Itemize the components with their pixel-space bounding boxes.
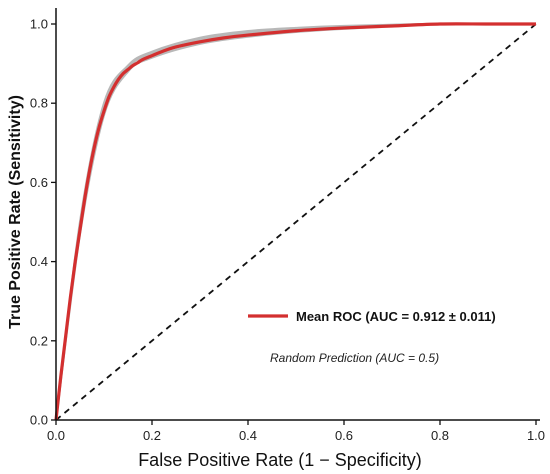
y-tick-label: 0.8 — [30, 96, 48, 111]
legend-label-mean-roc: Mean ROC (AUC = 0.912 ± 0.011) — [296, 309, 496, 324]
x-tick-label: 0.2 — [143, 428, 161, 443]
y-tick-label: 0.4 — [30, 254, 48, 269]
y-axis-title: True Positive Rate (Sensitivity) — [7, 95, 24, 329]
y-tick-label: 0.2 — [30, 333, 48, 348]
x-tick-label: 0.0 — [47, 428, 65, 443]
y-tick-label: 0.0 — [30, 413, 48, 428]
legend: Mean ROC (AUC = 0.912 ± 0.011) — [248, 309, 496, 324]
x-tick-label: 0.8 — [431, 428, 449, 443]
random-prediction-line — [55, 23, 537, 421]
axis-ticks: 0.0 0.2 0.4 0.6 0.8 1.0 0.0 0.2 0.4 0.6 0.8 1.0 — [30, 17, 545, 444]
x-tick-label: 0.6 — [335, 428, 353, 443]
y-tick-label: 0.6 — [30, 175, 48, 190]
mean-roc-curve — [54, 22, 536, 421]
y-tick-label: 1.0 — [30, 17, 48, 32]
x-axis-title: False Positive Rate (1 − Specificity) — [138, 450, 422, 470]
x-tick-label: 1.0 — [527, 428, 545, 443]
random-prediction-label: Random Prediction (AUC = 0.5) — [270, 351, 439, 365]
x-tick-label: 0.4 — [239, 428, 257, 443]
